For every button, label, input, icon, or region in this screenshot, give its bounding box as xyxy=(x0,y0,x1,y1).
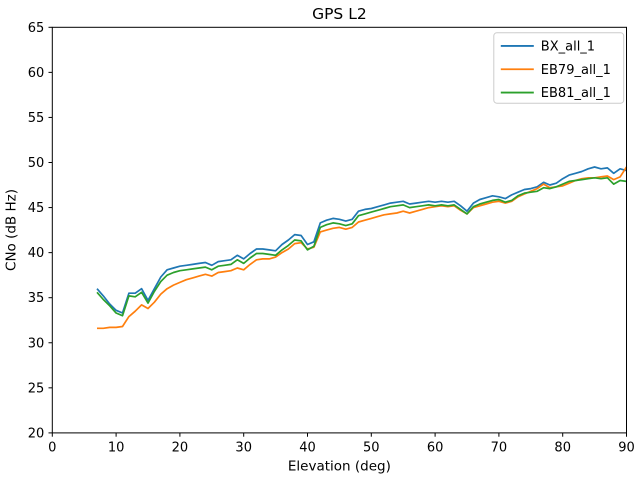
x-tick-label: 80 xyxy=(554,440,571,455)
y-tick-label: 65 xyxy=(28,21,45,36)
y-tick-label: 25 xyxy=(28,381,45,396)
legend: BX_all_1 EB79_all_1 EB81_all_1 xyxy=(493,32,625,104)
y-tick-label: 55 xyxy=(28,111,45,126)
axes-spines xyxy=(51,26,628,434)
y-tick-label: 60 xyxy=(28,66,45,81)
x-tick-label: 90 xyxy=(618,440,635,455)
x-tick-label: 60 xyxy=(427,440,444,455)
legend-label-EB79_all_1: EB79_all_1 xyxy=(541,63,611,78)
series-line-BX_all_1 xyxy=(96,166,627,314)
x-tick-label: 0 xyxy=(48,440,56,455)
x-tick-label: 50 xyxy=(363,440,380,455)
series-line-EB79_all_1 xyxy=(97,166,628,330)
legend-box xyxy=(493,32,625,104)
y-tick-label: 35 xyxy=(28,291,45,306)
legend-label-EB81_all_1: EB81_all_1 xyxy=(541,86,611,101)
y-axis-label: CNo (dB Hz) xyxy=(4,189,20,271)
x-tick-label: 70 xyxy=(491,440,508,455)
y-tick-label: 45 xyxy=(28,201,45,216)
y-tick-label: 30 xyxy=(28,336,45,351)
y-tick-label: 40 xyxy=(28,246,45,261)
legend-label-BX_all_1: BX_all_1 xyxy=(541,39,595,54)
y-tick-label: 50 xyxy=(28,156,45,171)
chart-title: GPS L2 xyxy=(312,5,367,23)
x-tick-label: 40 xyxy=(299,440,316,455)
x-tick-label: 10 xyxy=(108,440,125,455)
x-axis-label: Elevation (deg) xyxy=(288,459,391,475)
x-tick-label: 20 xyxy=(172,440,189,455)
axis-ticks xyxy=(48,26,627,437)
series-line-EB81_all_1 xyxy=(96,176,627,317)
axis-tick-labels: 0 10 20 30 40 50 60 70 80 90 20 25 30 35 40 45 50 55 60 65 xyxy=(28,21,635,456)
series-lines xyxy=(96,166,628,330)
y-tick-label: 20 xyxy=(28,426,45,441)
x-tick-label: 30 xyxy=(235,440,252,455)
